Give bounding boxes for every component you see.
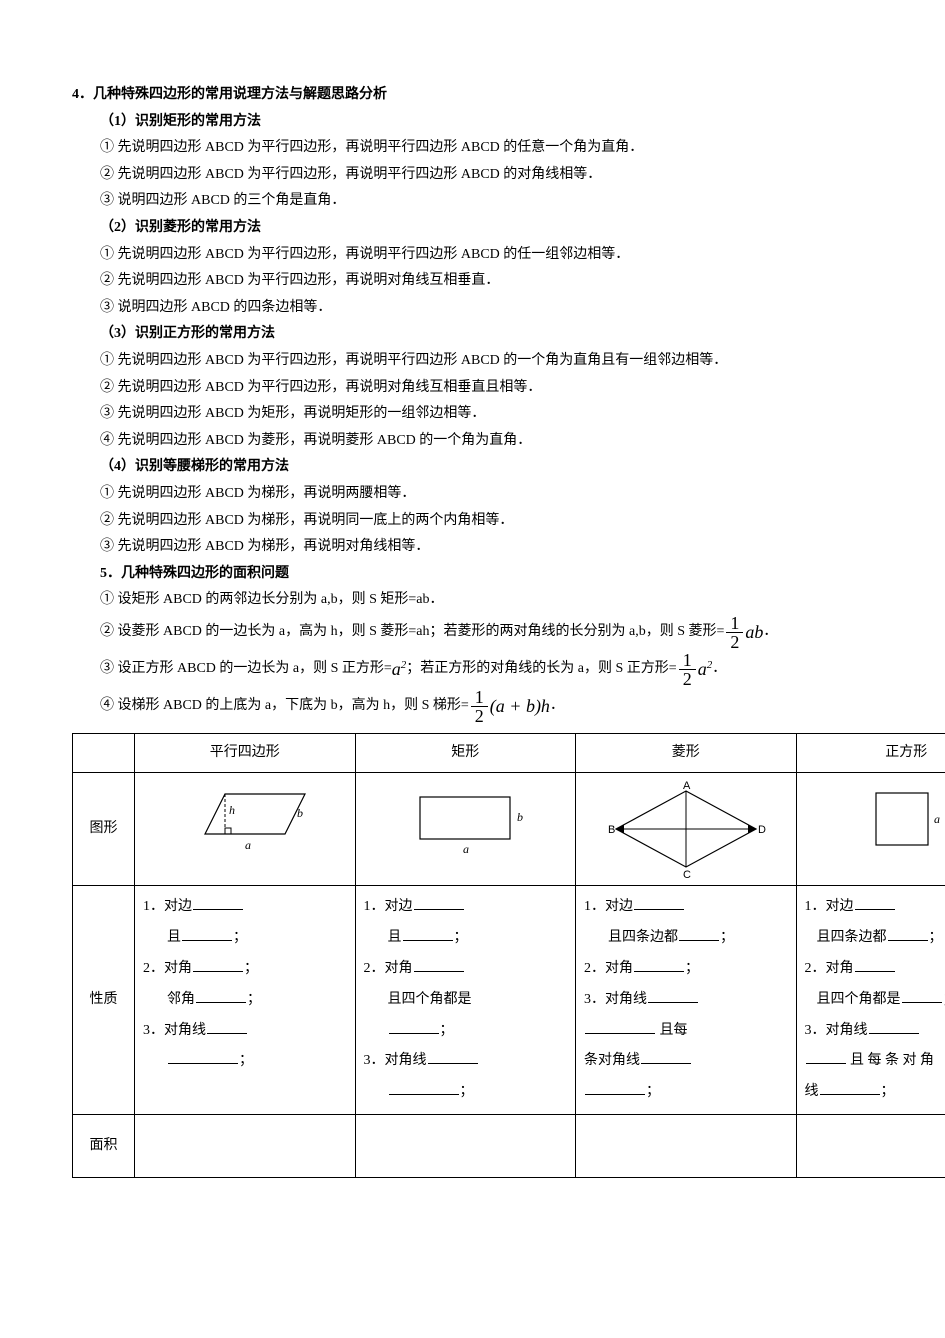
- math-a2-2: a2: [698, 652, 713, 686]
- th-rectangle: 矩形: [355, 733, 576, 773]
- prop-rectangle: 1．对边 且； 2．对角 且四个角都是 ； 3．对角线 ；: [355, 886, 576, 1115]
- s5-i3: ③ 设正方形 ABCD 的一边长为 a，则 S 正方形= a2 ；若正方形的对角…: [100, 651, 945, 688]
- fig-square: a: [796, 773, 945, 886]
- s5-i2-end: ．: [763, 619, 777, 646]
- th-rhombus: 菱形: [576, 733, 797, 773]
- frac-half-1: 12: [726, 614, 743, 651]
- row-head-figure: 图形: [73, 773, 135, 886]
- s5-i3-b: ；若正方形的对角线的长为 a，则 S 正方形=: [406, 656, 676, 683]
- s5-i4: ④ 设梯形 ABCD 的上底为 a，下底为 b，高为 h，则 S 梯形= 12 …: [100, 688, 945, 725]
- s4-g3-i1: ① 先说明四边形 ABCD 为平行四边形，再说明平行四边形 ABCD 的一个角为…: [100, 348, 945, 375]
- math-abh: (a + b)h: [490, 689, 550, 723]
- s5-i3-a: ③ 设正方形 ABCD 的一边长为 a，则 S 正方形=: [100, 656, 392, 683]
- s5-i3-c: ．: [712, 656, 726, 683]
- svg-text:D: D: [758, 824, 766, 836]
- area-rectangle: [355, 1115, 576, 1178]
- area-square: [796, 1115, 945, 1178]
- s4-g1-i3: ③ 说明四边形 ABCD 的三个角是直角．: [100, 188, 945, 215]
- svg-text:C: C: [683, 869, 691, 879]
- area-rhombus: [576, 1115, 797, 1178]
- shapes-table: 平行四边形 矩形 菱形 正方形 图形 a h b a b: [72, 733, 945, 1178]
- section5-title: 5．几种特殊四边形的面积问题: [100, 561, 945, 588]
- svg-text:b: b: [517, 810, 523, 824]
- svg-text:b: b: [297, 806, 303, 820]
- table-figure-row: 图形 a h b a b: [73, 773, 945, 886]
- svg-text:B: B: [608, 824, 615, 836]
- svg-text:a: a: [245, 838, 251, 852]
- s4-g3-i3: ③ 先说明四边形 ABCD 为矩形，再说明矩形的一组邻边相等．: [100, 401, 945, 428]
- s4-g4-i2: ② 先说明四边形 ABCD 为梯形，再说明同一底上的两个内角相等．: [100, 508, 945, 535]
- prop-parallelogram: 1．对边 且； 2．对角； 邻角； 3．对角线 ；: [135, 886, 356, 1115]
- svg-text:a: a: [934, 812, 940, 826]
- svg-text:A: A: [683, 780, 691, 792]
- s5-i4-a: ④ 设梯形 ABCD 的上底为 a，下底为 b，高为 h，则 S 梯形=: [100, 693, 469, 720]
- table-header-row: 平行四边形 矩形 菱形 正方形: [73, 733, 945, 773]
- th-parallelogram: 平行四边形: [135, 733, 356, 773]
- row-head-area: 面积: [73, 1115, 135, 1178]
- frac-half-2: 12: [679, 651, 696, 688]
- fig-parallelogram: a h b: [135, 773, 356, 886]
- section4-title: 4．几种特殊四边形的常用说理方法与解题思路分析: [72, 82, 945, 109]
- svg-text:a: a: [463, 842, 469, 856]
- s4-g3-i4: ④ 先说明四边形 ABCD 为菱形，再说明菱形 ABCD 的一个角为直角．: [100, 428, 945, 455]
- s4-g2-i2: ② 先说明四边形 ABCD 为平行四边形，再说明对角线互相垂直．: [100, 268, 945, 295]
- prop-square: 1．对边 且四条边都； 2．对角 且四个角都是； 3．对角线 且 每 条 对 角…: [796, 886, 945, 1115]
- s5-i1: ① 设矩形 ABCD 的两邻边长分别为 a,b，则 S 矩形=ab．: [100, 587, 945, 614]
- s5-i4-b: ．: [550, 693, 564, 720]
- math-a2-1: a2: [392, 652, 407, 686]
- table-area-row: 面积: [73, 1115, 945, 1178]
- area-parallelogram: [135, 1115, 356, 1178]
- table-prop-row: 性质 1．对边 且； 2．对角； 邻角； 3．对角线 ； 1．对边 且； 2．对…: [73, 886, 945, 1115]
- s4-g1-title: （1）识别矩形的常用方法: [100, 109, 945, 136]
- svg-text:h: h: [229, 803, 235, 817]
- s5-i2-text: ② 设菱形 ABCD 的一边长为 a，高为 h，则 S 菱形=ah；若菱形的两对…: [100, 619, 724, 646]
- prop-rhombus: 1．对边 且四条边都； 2．对角； 3．对角线 且每 条对角线 ；: [576, 886, 797, 1115]
- th-blank: [73, 733, 135, 773]
- s4-g4-i1: ① 先说明四边形 ABCD 为梯形，再说明两腰相等．: [100, 481, 945, 508]
- s4-g3-title: （3）识别正方形的常用方法: [100, 321, 945, 348]
- fig-rectangle: a b: [355, 773, 576, 886]
- s4-g2-i3: ③ 说明四边形 ABCD 的四条边相等．: [100, 295, 945, 322]
- th-square: 正方形: [796, 733, 945, 773]
- row-head-prop: 性质: [73, 886, 135, 1115]
- s4-g2-i1: ① 先说明四边形 ABCD 为平行四边形，再说明平行四边形 ABCD 的任一组邻…: [100, 242, 945, 269]
- s4-g1-i2: ② 先说明四边形 ABCD 为平行四边形，再说明平行四边形 ABCD 的对角线相…: [100, 162, 945, 189]
- s5-i2: ② 设菱形 ABCD 的一边长为 a，高为 h，则 S 菱形=ah；若菱形的两对…: [100, 614, 945, 651]
- fig-rhombus: A B C D: [576, 773, 797, 886]
- s4-g2-title: （2）识别菱形的常用方法: [100, 215, 945, 242]
- math-ab: ab: [745, 615, 763, 649]
- s4-g1-i1: ① 先说明四边形 ABCD 为平行四边形，再说明平行四边形 ABCD 的任意一个…: [100, 135, 945, 162]
- s4-g4-title: （4）识别等腰梯形的常用方法: [100, 454, 945, 481]
- frac-half-3: 12: [471, 688, 488, 725]
- s4-g3-i2: ② 先说明四边形 ABCD 为平行四边形，再说明对角线互相垂直且相等．: [100, 375, 945, 402]
- s4-g4-i3: ③ 先说明四边形 ABCD 为梯形，再说明对角线相等．: [100, 534, 945, 561]
